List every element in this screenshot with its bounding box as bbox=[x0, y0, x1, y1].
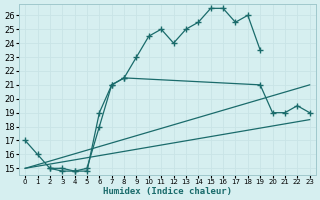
X-axis label: Humidex (Indice chaleur): Humidex (Indice chaleur) bbox=[103, 187, 232, 196]
